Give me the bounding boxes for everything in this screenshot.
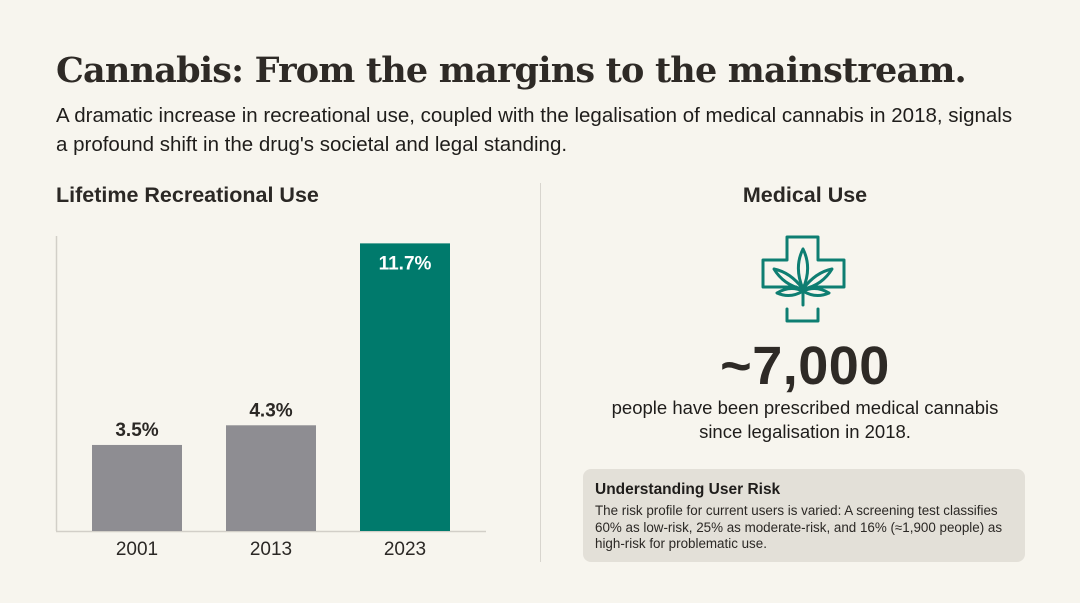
user-risk-title: Understanding User Risk	[595, 481, 781, 498]
medical-use-heading: Medical Use	[742, 183, 868, 207]
user-risk-callout: Understanding User Risk The risk profile…	[583, 469, 1025, 562]
page-title: Cannabis: From the margins to the mainst…	[56, 50, 967, 91]
bar-value-label-2001: 3.5%	[115, 420, 158, 441]
x-tick-label-2023: 2023	[384, 539, 426, 560]
bar-value-label-2013: 4.3%	[249, 400, 292, 421]
bar-2023	[360, 243, 450, 531]
bar-value-label-2023: 11.7%	[379, 253, 432, 274]
medical-cross-cannabis-leaf-icon	[761, 235, 846, 323]
user-risk-body: The risk profile for current users is va…	[595, 503, 1003, 551]
recreational-use-bar-chart: 3.5% 2001 4.3% 2013 11.7% 2023	[55, 236, 486, 560]
bar-2013	[226, 425, 316, 531]
x-tick-label-2013: 2013	[250, 539, 292, 560]
medical-prescriptions-stat: ~7,000	[720, 336, 890, 396]
bar-2001	[92, 444, 182, 531]
x-tick-label-2001: 2001	[116, 539, 158, 560]
page-subtitle: A dramatic increase in recreational use,…	[56, 104, 1013, 156]
medical-prescriptions-description: people have been prescribed medical cann…	[611, 397, 999, 442]
recreational-use-heading: Lifetime Recreational Use	[56, 183, 319, 207]
section-divider	[540, 183, 541, 562]
